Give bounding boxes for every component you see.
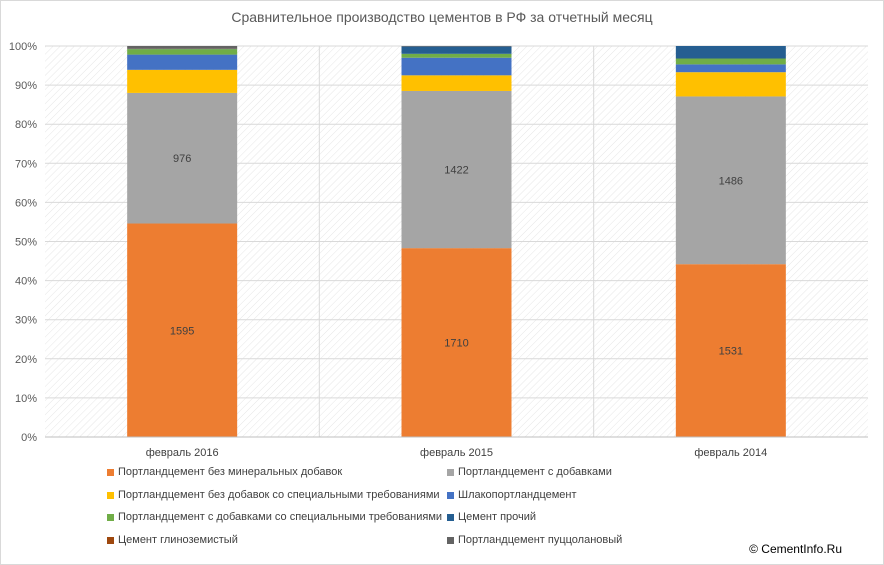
y-tick-label: 10% xyxy=(15,393,37,405)
bar-segment xyxy=(127,46,238,49)
x-tick-label: февраль 2016 xyxy=(146,447,219,459)
y-tick-label: 50% xyxy=(15,237,37,249)
bar-segment xyxy=(127,223,238,437)
bar-segment xyxy=(675,72,786,97)
x-tick-label: февраль 2015 xyxy=(420,447,493,459)
bar-segment xyxy=(675,46,786,59)
copyright-text: © CementInfo.Ru xyxy=(749,542,842,556)
data-label: 1486 xyxy=(719,175,743,187)
data-label: 976 xyxy=(173,153,191,165)
bar-segment xyxy=(401,57,512,76)
data-labels: 1595 976 1710 1422 1531 1486 xyxy=(170,153,743,357)
data-label: 1595 xyxy=(170,325,194,337)
y-tick-label: 60% xyxy=(15,197,37,209)
y-tick-label: 20% xyxy=(15,354,37,366)
data-label: 1531 xyxy=(719,346,743,358)
bar-segment xyxy=(401,75,512,91)
chart-title: Сравнительное производство цементов в РФ… xyxy=(231,9,653,25)
bar-segment xyxy=(401,90,512,249)
bar-segment xyxy=(675,264,786,437)
y-tick-label: 100% xyxy=(9,41,37,53)
bar-segment xyxy=(401,46,512,54)
y-tick-label: 90% xyxy=(15,80,37,92)
y-tick-label: 0% xyxy=(21,432,37,444)
bar-segment xyxy=(675,96,786,265)
y-tick-label: 40% xyxy=(15,276,37,288)
bars xyxy=(127,46,786,437)
y-tick-label: 30% xyxy=(15,315,37,327)
bar-segment xyxy=(401,248,512,437)
bar-segment xyxy=(127,54,238,70)
y-tick-label: 80% xyxy=(15,119,37,131)
bar-segment xyxy=(127,69,238,93)
data-label: 1422 xyxy=(444,165,468,177)
bar-segment xyxy=(127,92,238,224)
data-label: 1710 xyxy=(444,338,468,350)
bar-segment xyxy=(401,53,512,58)
x-tick-label: февраль 2014 xyxy=(694,447,767,459)
axes: 0% 10% 20% 30% 40% 50% 60% 70% 80% 90% 100% февраль… xyxy=(9,41,868,459)
bar-segment xyxy=(675,64,786,73)
y-tick-label: 70% xyxy=(15,158,37,170)
bar-segment xyxy=(675,58,786,65)
bar-segment xyxy=(127,49,238,55)
